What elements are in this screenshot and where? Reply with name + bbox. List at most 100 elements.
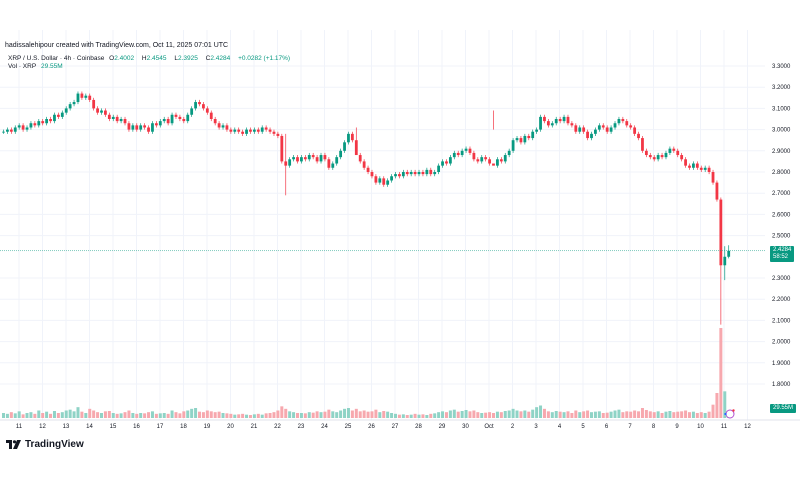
date-tick-label: 3 [534, 424, 538, 430]
volume-label[interactable]: Vol · XRP [8, 63, 37, 70]
candle-body [225, 125, 229, 130]
tradingview-logo[interactable]: TradingView [6, 439, 84, 450]
candle-body [29, 123, 33, 128]
candle-body [394, 174, 397, 177]
candle-body [511, 140, 515, 151]
candle-body [445, 161, 448, 164]
candle-body [644, 150, 648, 156]
price-tick-label: 2.5000 [772, 234, 791, 240]
event-marker-square [724, 413, 727, 415]
date-tick-label: 28 [415, 424, 422, 430]
volume-bar [582, 411, 586, 418]
date-tick-label: 19 [204, 424, 211, 430]
volume-bar [84, 413, 88, 418]
volume-bar [147, 412, 151, 418]
volume-bar [29, 412, 33, 418]
plot-background [0, 30, 800, 430]
candle-body [123, 119, 127, 124]
volume-bar [307, 412, 311, 418]
candle-body [613, 123, 617, 128]
high-label: H [141, 55, 147, 62]
price-tick-label: 3.3000 [772, 64, 791, 70]
volume-bar [405, 415, 409, 418]
candle-body [72, 102, 76, 105]
volume-bar [515, 410, 519, 418]
volume-bar [5, 413, 9, 418]
volume-bar [633, 410, 637, 418]
date-tick-label: 11 [721, 424, 728, 430]
candle-body [468, 148, 472, 153]
candle-body [92, 99, 96, 109]
volume-bar [492, 413, 495, 418]
volume-bar [41, 413, 45, 418]
candle-body [347, 133, 350, 143]
volume-bar [617, 409, 621, 418]
date-tick-label: 5 [581, 424, 585, 430]
volume-bar [437, 412, 441, 418]
volume-bar [648, 411, 652, 418]
volume-bar [464, 410, 468, 418]
price-tick-label: 2.3000 [772, 276, 791, 282]
candle-body [2, 131, 5, 133]
date-tick-label: 6 [605, 424, 609, 430]
volume-bar [668, 411, 672, 418]
volume-bar [523, 410, 527, 418]
candle-body [398, 174, 401, 177]
date-tick-label: 11 [16, 424, 23, 430]
volume-bar [2, 413, 5, 418]
volume-bar [346, 408, 350, 418]
volume-bar [366, 411, 370, 418]
candle-body [641, 138, 644, 151]
date-tick-label: 21 [251, 424, 258, 430]
last-price: 2.4284 [773, 247, 792, 253]
volume-bar [562, 412, 566, 418]
candle-body [715, 182, 719, 200]
volume-bar [609, 411, 613, 418]
candle-body [233, 129, 237, 132]
candle-body [488, 159, 491, 164]
candle-body [296, 157, 299, 162]
candle-body [574, 125, 578, 132]
volume-bar [684, 410, 688, 418]
candle-body [456, 152, 460, 156]
candle-body [637, 133, 640, 139]
volume-bar [566, 411, 570, 418]
candle-body [217, 123, 221, 128]
volume-bar [421, 414, 425, 418]
close-label: C [205, 55, 211, 62]
candle-body [104, 110, 107, 115]
candle-body [131, 125, 135, 130]
low-value: 2.3925 [177, 55, 198, 62]
volume-bar [382, 411, 386, 418]
volume-bar [264, 413, 268, 418]
volume-bar [154, 413, 158, 418]
date-tick-label: 29 [439, 424, 446, 430]
symbol-description[interactable]: XRP / U.S. Dollar · 4h · Coinbase [8, 55, 105, 62]
volume-bar [495, 411, 499, 418]
candle-body [80, 93, 84, 98]
candle-body [374, 176, 378, 183]
candle-body [676, 150, 680, 156]
event-marker-dot [732, 409, 735, 412]
volume-bar [719, 328, 723, 418]
date-tick-label: 7 [628, 424, 632, 430]
volume-bar [56, 413, 60, 418]
volume-bar [186, 410, 190, 418]
candle-body [151, 123, 154, 132]
volume-bar [64, 410, 68, 418]
price-tick-label: 2.7000 [772, 191, 791, 197]
volume-bar [441, 411, 445, 418]
candle-body [370, 172, 374, 177]
candle-body [288, 159, 292, 166]
candle-body [609, 127, 613, 132]
volume-bar [640, 408, 644, 418]
candle-body [13, 127, 17, 132]
volume-bar [158, 413, 162, 418]
candle-body [452, 152, 456, 158]
candle-body [284, 161, 288, 166]
date-tick-label: 17 [157, 424, 164, 430]
volume-bar [707, 411, 711, 418]
volume-bar [205, 410, 209, 418]
volume-bar [386, 411, 390, 418]
